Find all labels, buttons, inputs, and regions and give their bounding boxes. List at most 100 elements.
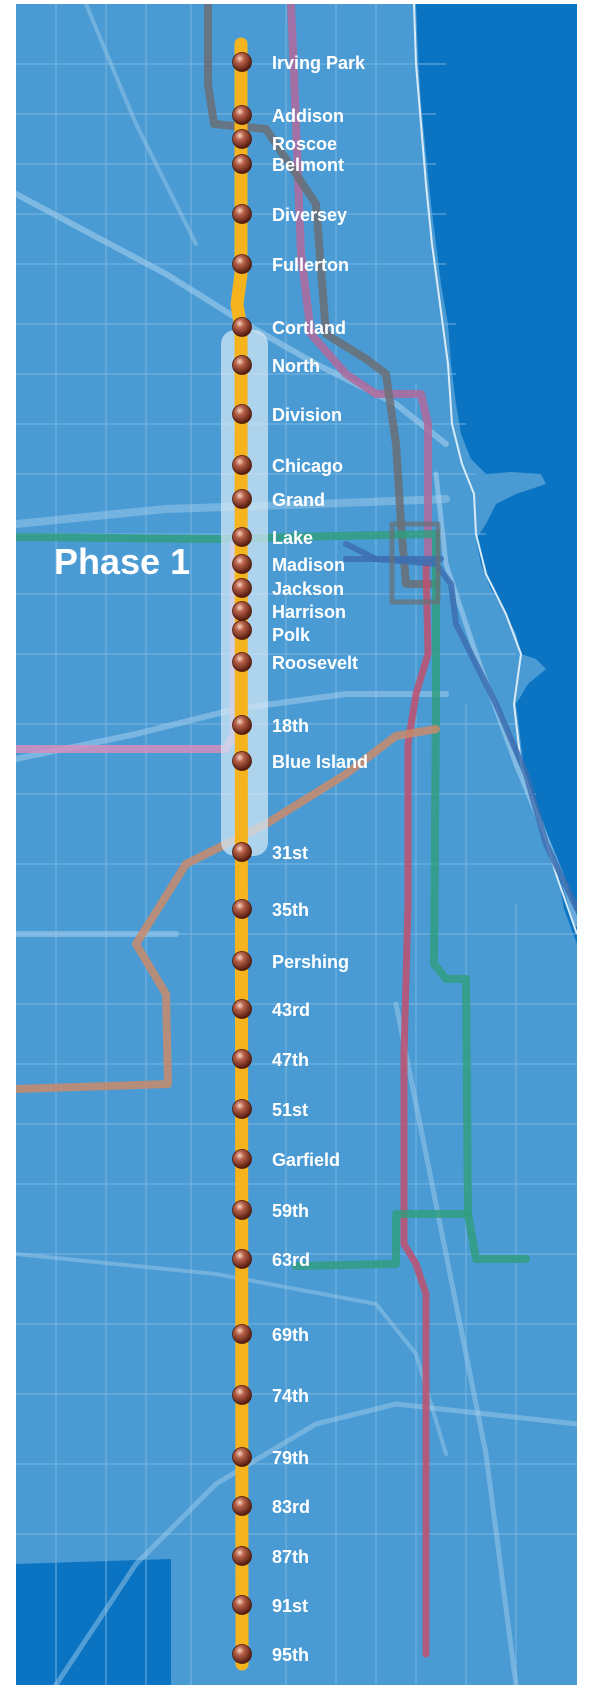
station-roscoe: Roscoe	[232, 129, 337, 154]
station-label: 74th	[272, 1386, 309, 1406]
station-label: Pershing	[272, 952, 349, 972]
station-marker	[232, 899, 252, 919]
station-blue-island: Blue Island	[232, 751, 368, 772]
station-label: Garfield	[272, 1150, 340, 1170]
station-marker	[232, 652, 252, 672]
station-label: North	[272, 356, 320, 376]
station-label: 87th	[272, 1547, 309, 1567]
station-marker	[232, 254, 252, 274]
station-label: Cortland	[272, 318, 346, 338]
station-marker	[232, 578, 252, 598]
transit-route-map: Phase 1 Irving Park Addison Roscoe Belmont D…	[16, 4, 577, 1685]
station-marker	[232, 1496, 252, 1516]
bottom-left-water	[16, 1559, 171, 1685]
station-marker	[232, 489, 252, 509]
station-label: Grand	[272, 490, 325, 510]
station-division: Division	[232, 404, 342, 425]
station-marker	[232, 1324, 252, 1344]
station-irving-park: Irving Park	[232, 52, 366, 73]
other-transit-lines	[16, 4, 577, 1658]
station-polk: Polk	[232, 620, 311, 645]
station-label: 83rd	[272, 1497, 310, 1517]
station-label: 79th	[272, 1448, 309, 1468]
station-label: Blue Island	[272, 752, 368, 772]
station-47th: 47th	[232, 1049, 309, 1070]
station-label: 95th	[272, 1645, 309, 1665]
station-marker	[232, 105, 252, 125]
station-marker	[232, 355, 252, 375]
station-69th: 69th	[232, 1324, 309, 1345]
station-label: 47th	[272, 1050, 309, 1070]
station-marker	[232, 1644, 252, 1664]
station-north: North	[232, 355, 320, 376]
station-marker	[232, 455, 252, 475]
station-label: 91st	[272, 1596, 308, 1616]
station-label: 43rd	[272, 1000, 310, 1020]
station-marker	[232, 1249, 252, 1269]
station-43rd: 43rd	[232, 999, 310, 1020]
station-18th: 18th	[232, 715, 309, 736]
station-label: Chicago	[272, 456, 343, 476]
station-74th: 74th	[232, 1385, 309, 1406]
station-label: Diversey	[272, 205, 347, 225]
station-belmont: Belmont	[232, 154, 344, 175]
station-fullerton: Fullerton	[232, 254, 349, 275]
station-35th: 35th	[232, 899, 309, 920]
station-label: Madison	[272, 555, 345, 575]
station-label: 35th	[272, 900, 309, 920]
station-label: 31st	[272, 843, 308, 863]
station-marker	[232, 1099, 252, 1119]
station-63rd: 63rd	[232, 1249, 310, 1270]
station-marker	[232, 317, 252, 337]
station-cortland: Cortland	[232, 317, 346, 338]
station-marker	[232, 554, 252, 574]
station-marker	[232, 1447, 252, 1467]
station-59th: 59th	[232, 1200, 309, 1221]
station-lake: Lake	[232, 527, 313, 548]
station-jackson: Jackson	[232, 578, 344, 599]
station-79th: 79th	[232, 1447, 309, 1468]
station-marker	[232, 999, 252, 1019]
station-marker	[232, 1049, 252, 1069]
station-marker	[232, 715, 252, 735]
station-95th: 95th	[232, 1644, 309, 1665]
station-marker	[232, 1595, 252, 1615]
station-label: Roosevelt	[272, 653, 358, 673]
station-91st: 91st	[232, 1595, 308, 1616]
station-marker	[232, 842, 252, 862]
station-marker	[232, 620, 252, 640]
station-marker	[232, 1385, 252, 1405]
station-label: Jackson	[272, 579, 344, 599]
station-label: Harrison	[272, 602, 346, 622]
station-label: Belmont	[272, 155, 344, 175]
station-marker	[232, 129, 252, 149]
station-chicago: Chicago	[232, 455, 343, 476]
station-label: 59th	[272, 1201, 309, 1221]
station-marker	[232, 154, 252, 174]
station-marker	[232, 1200, 252, 1220]
station-diversey: Diversey	[232, 204, 347, 225]
station-87th: 87th	[232, 1546, 309, 1567]
station-83rd: 83rd	[232, 1496, 310, 1517]
phase-1-label: Phase 1	[54, 541, 190, 582]
station-garfield: Garfield	[232, 1149, 340, 1170]
station-label: 63rd	[272, 1250, 310, 1270]
station-label: Polk	[272, 625, 311, 645]
station-label: 51st	[272, 1100, 308, 1120]
station-addison: Addison	[232, 105, 344, 126]
station-madison: Madison	[232, 554, 345, 575]
station-harrison: Harrison	[232, 601, 346, 622]
station-marker	[232, 951, 252, 971]
station-marker	[232, 404, 252, 424]
station-51st: 51st	[232, 1099, 308, 1120]
station-label: 18th	[272, 716, 309, 736]
station-label: 69th	[272, 1325, 309, 1345]
station-label: Division	[272, 405, 342, 425]
station-label: Roscoe	[272, 134, 337, 154]
station-marker	[232, 1546, 252, 1566]
station-roosevelt: Roosevelt	[232, 652, 358, 673]
station-31st: 31st	[232, 842, 308, 863]
station-label: Fullerton	[272, 255, 349, 275]
station-label: Lake	[272, 528, 313, 548]
